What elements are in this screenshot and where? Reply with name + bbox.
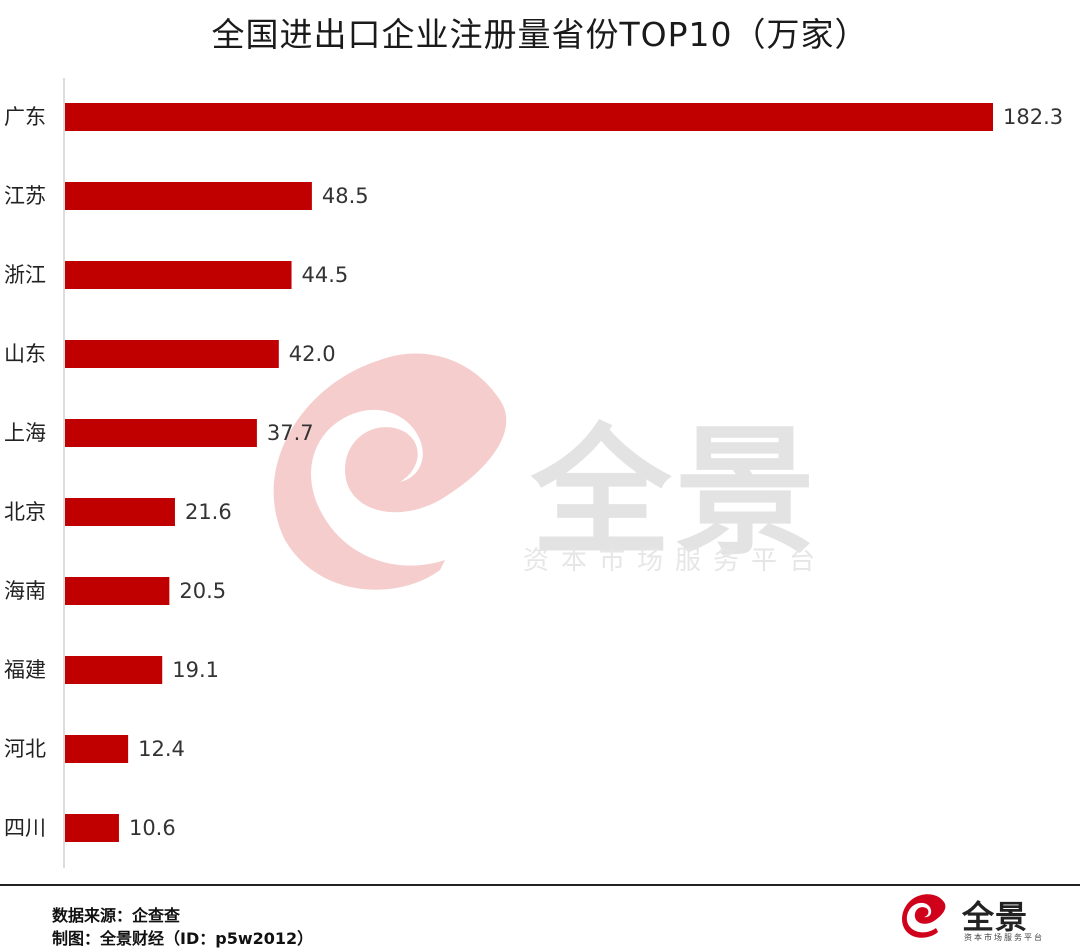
bar	[65, 814, 119, 842]
category-label: 上海	[4, 421, 46, 445]
category-label: 北京	[4, 500, 46, 524]
data-source: 数据来源：企查查	[52, 906, 181, 925]
bar	[65, 182, 312, 210]
brand-logo-text: 全景	[962, 898, 1029, 936]
bar	[65, 577, 170, 605]
watermark-text: 全景	[530, 412, 819, 575]
watermark-subtext: 资本市场服务平台	[522, 546, 827, 576]
bar	[65, 735, 129, 763]
value-label: 10.6	[129, 816, 176, 840]
value-label: 182.3	[1003, 105, 1063, 129]
brand-logo-subtext: 资本市场服务平台	[964, 933, 1044, 942]
bar	[65, 103, 993, 131]
watermark-swirl	[273, 353, 507, 590]
category-label: 四川	[4, 816, 46, 840]
bar	[65, 419, 257, 447]
category-label: 广东	[4, 105, 46, 129]
category-label: 山东	[4, 342, 46, 366]
value-label: 12.4	[138, 737, 185, 761]
bar	[65, 498, 175, 526]
category-label: 福建	[4, 658, 46, 682]
chart-credit: 制图：全景财经（ID：p5w2012）	[52, 929, 314, 948]
bar	[65, 340, 279, 368]
bar	[65, 261, 292, 289]
brand-logo-icon	[902, 894, 946, 938]
value-label: 20.5	[179, 579, 226, 603]
footer-divider	[0, 884, 1080, 886]
value-label: 37.7	[267, 421, 314, 445]
bar-chart: 广东 182.3 江苏 48.5 浙江 44.5 山东 42.0 上海 37.7 北京 21.6 海南 2…	[4, 78, 1063, 868]
value-label: 42.0	[289, 342, 336, 366]
value-label: 19.1	[172, 658, 219, 682]
chart-title: 全国进出口企业注册量省份TOP10（万家）	[211, 15, 869, 54]
value-label: 48.5	[322, 184, 369, 208]
value-label: 21.6	[185, 500, 232, 524]
category-label: 江苏	[4, 184, 46, 208]
category-label: 浙江	[4, 263, 46, 287]
category-label: 河北	[4, 737, 46, 761]
category-label: 海南	[4, 579, 46, 603]
value-label: 44.5	[302, 263, 349, 287]
bar	[65, 656, 163, 684]
